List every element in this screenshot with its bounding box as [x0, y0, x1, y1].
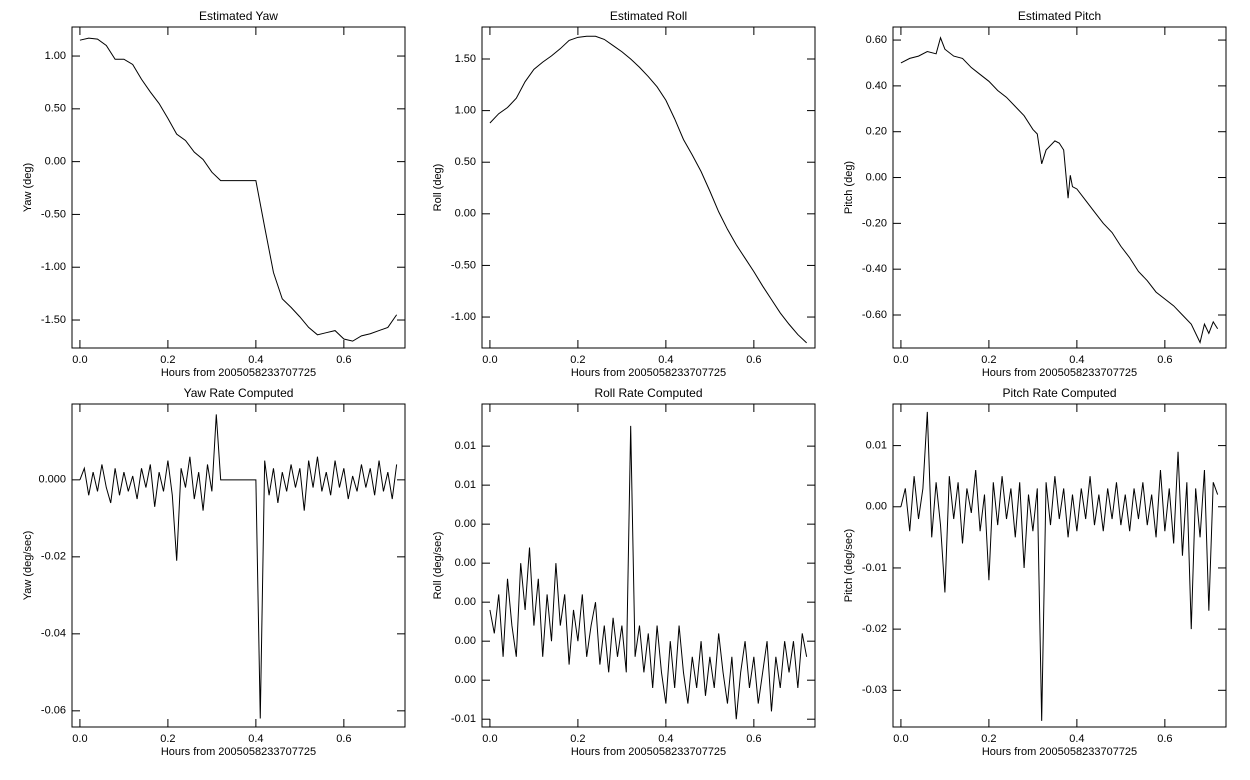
y-tick-label: 0.01 — [455, 479, 476, 491]
y-tick-label: 0.00 — [455, 635, 476, 647]
x-tick-label: 0.0 — [72, 354, 87, 366]
y-axis-label: Yaw (deg/sec) — [22, 531, 34, 601]
y-tick-label: -0.01 — [862, 562, 887, 574]
x-tick-label: 0.6 — [336, 733, 351, 745]
x-tick-label: 0.6 — [1157, 354, 1172, 366]
y-tick-label: 0.000 — [38, 474, 66, 486]
y-axis-label: Roll (deg) — [432, 164, 444, 212]
x-tick-label: 0.0 — [482, 733, 497, 745]
y-tick-label: -0.60 — [862, 309, 887, 321]
y-tick-label: 0.00 — [45, 156, 66, 168]
panel: Estimated Yaw Hours from 2005058233707725… — [22, 9, 406, 379]
x-tick-label: 0.4 — [658, 733, 673, 745]
panel-title: Estimated Pitch — [1018, 9, 1101, 23]
x-tick-label: 0.6 — [336, 354, 351, 366]
x-tick-label: 0.2 — [570, 354, 585, 366]
x-tick-label: 0.0 — [482, 354, 497, 366]
y-tick-label: 0.00 — [866, 171, 887, 183]
x-tick-label: 0.0 — [893, 354, 908, 366]
data-line — [489, 425, 808, 720]
y-tick-label: -0.06 — [41, 705, 66, 717]
y-tick-label: -0.40 — [862, 263, 887, 275]
x-tick-label: 0.6 — [746, 733, 761, 745]
y-tick-label: 0.00 — [455, 596, 476, 608]
panel-title: Yaw Rate Computed — [184, 386, 294, 400]
y-tick-label: -0.04 — [41, 628, 66, 640]
x-tick-label: 0.0 — [72, 733, 87, 745]
y-tick-label: 0.40 — [866, 80, 887, 92]
x-tick-label: 0.6 — [746, 354, 761, 366]
y-tick-label: -0.50 — [451, 259, 476, 271]
y-tick-label: 0.20 — [866, 126, 887, 138]
panel-title: Estimated Yaw — [199, 9, 278, 23]
y-tick-label: -1.00 — [41, 261, 66, 273]
panel-title: Pitch Rate Computed — [1002, 386, 1116, 400]
x-tick-label: 0.2 — [160, 354, 175, 366]
y-tick-label: 0.60 — [866, 34, 887, 46]
y-axis-label: Yaw (deg) — [22, 163, 34, 212]
x-tick-label: 0.6 — [1157, 733, 1172, 745]
x-axis-label: Hours from 2005058233707725 — [982, 367, 1137, 379]
plot-frame — [71, 403, 406, 728]
x-tick-label: 0.2 — [981, 733, 996, 745]
y-tick-label: 0.00 — [455, 518, 476, 530]
data-line — [900, 411, 1219, 721]
y-tick-label: 0.00 — [866, 501, 887, 513]
x-tick-label: 0.4 — [658, 354, 673, 366]
plot-frame — [892, 403, 1227, 728]
plot-frame — [71, 26, 406, 349]
panel-title: Roll Rate Computed — [594, 386, 702, 400]
y-tick-label: -1.00 — [451, 311, 476, 323]
y-tick-label: 1.50 — [455, 53, 476, 65]
x-tick-label: 0.0 — [893, 733, 908, 745]
y-tick-label: 0.50 — [455, 156, 476, 168]
x-tick-label: 0.4 — [1069, 733, 1084, 745]
x-tick-label: 0.2 — [981, 354, 996, 366]
panel: Estimated Pitch Hours from 20050582337077… — [843, 9, 1227, 379]
x-tick-label: 0.2 — [160, 733, 175, 745]
plot-frame — [481, 403, 816, 728]
y-axis-label: Pitch (deg) — [843, 161, 855, 214]
y-tick-label: 0.00 — [455, 208, 476, 220]
y-tick-label: -1.50 — [41, 314, 66, 326]
data-line — [79, 37, 398, 342]
y-tick-label: -0.02 — [41, 551, 66, 563]
y-tick-label: -0.20 — [862, 217, 887, 229]
y-tick-label: 0.01 — [866, 440, 887, 452]
panel: Estimated Roll Hours from 200505823370772… — [432, 9, 816, 379]
y-tick-label: 0.00 — [455, 557, 476, 569]
x-tick-label: 0.4 — [248, 733, 263, 745]
y-tick-label: 1.00 — [455, 105, 476, 117]
y-axis-label: Roll (deg/sec) — [432, 532, 444, 600]
x-axis-label: Hours from 2005058233707725 — [161, 746, 316, 758]
x-tick-label: 0.4 — [1069, 354, 1084, 366]
y-tick-label: 0.00 — [455, 674, 476, 686]
y-tick-label: 0.50 — [45, 103, 66, 115]
data-line — [900, 36, 1219, 344]
x-tick-label: 0.4 — [248, 354, 263, 366]
plot-frame — [481, 26, 816, 349]
x-axis-label: Hours from 2005058233707725 — [982, 746, 1137, 758]
y-tick-label: -0.01 — [451, 713, 476, 725]
panel: Yaw Rate Computed Hours from 200505823370… — [22, 386, 406, 758]
panel-title: Estimated Roll — [610, 9, 687, 23]
x-axis-label: Hours from 2005058233707725 — [571, 367, 726, 379]
panel: Pitch Rate Computed Hours from 2005058233… — [843, 386, 1227, 758]
data-line — [79, 414, 398, 719]
y-tick-label: 1.00 — [45, 50, 66, 62]
data-line — [489, 35, 807, 344]
x-axis-label: Hours from 2005058233707725 — [571, 746, 726, 758]
y-axis-label: Pitch (deg/sec) — [843, 529, 855, 602]
x-axis-label: Hours from 2005058233707725 — [161, 367, 316, 379]
plot-frame — [892, 26, 1227, 349]
y-tick-label: -0.03 — [862, 684, 887, 696]
y-tick-label: -0.02 — [862, 623, 887, 635]
y-tick-label: 0.01 — [455, 440, 476, 452]
x-tick-label: 0.2 — [570, 733, 585, 745]
panel: Roll Rate Computed Hours from 20050582337… — [432, 386, 816, 758]
y-tick-label: -0.50 — [41, 208, 66, 220]
